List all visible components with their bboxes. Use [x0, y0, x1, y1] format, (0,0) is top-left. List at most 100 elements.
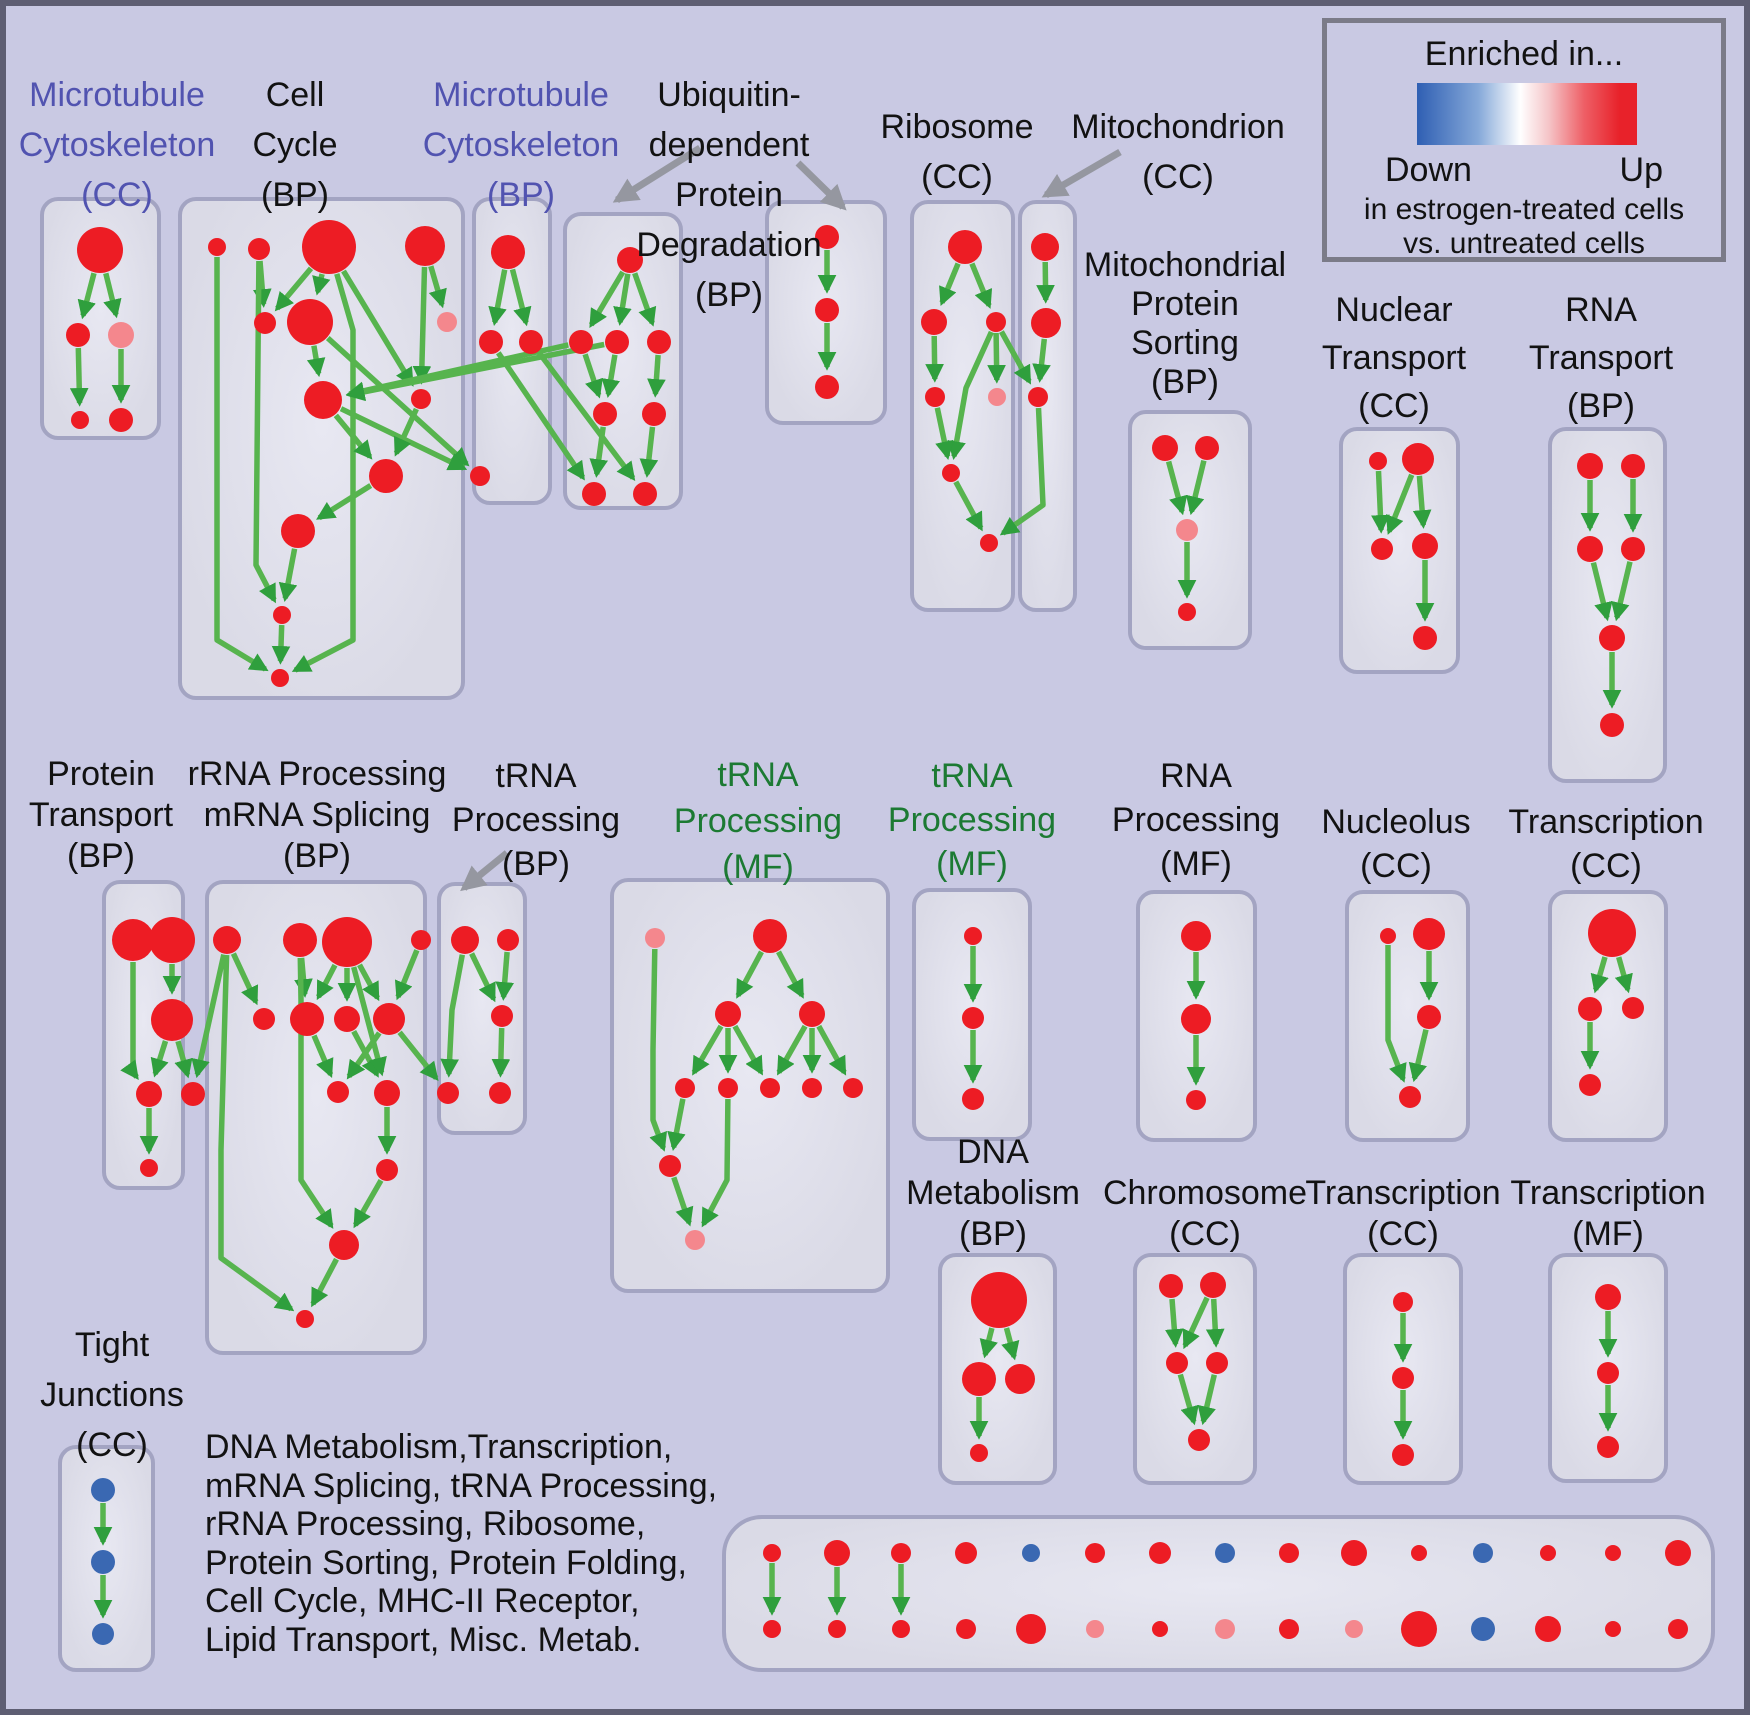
edge-arrow — [613, 273, 632, 326]
go-term-node — [1402, 443, 1434, 475]
edge-arrow — [776, 1024, 808, 1076]
go-term-node — [437, 312, 457, 332]
go-term-node — [605, 330, 629, 354]
go-term-node — [925, 387, 945, 407]
go-term-node — [1577, 536, 1603, 562]
go-term-node — [1579, 1074, 1601, 1096]
go-term-node — [1399, 1086, 1421, 1108]
go-term-node — [843, 1078, 863, 1098]
go-term-node — [1413, 626, 1437, 650]
edge-arrow — [274, 266, 314, 312]
go-term-node — [1200, 1272, 1226, 1298]
go-term-node — [369, 459, 403, 493]
go-term-node — [273, 606, 291, 624]
go-term-node — [1417, 1005, 1441, 1029]
edge-arrow — [291, 273, 356, 673]
go-term-node — [1578, 997, 1602, 1021]
go-term-node — [1392, 1367, 1414, 1389]
label-pointer-arrow — [612, 145, 702, 203]
go-term-node — [1393, 1292, 1413, 1312]
go-term-node — [1371, 538, 1393, 560]
edge-arrow — [311, 1034, 334, 1078]
cluster-box — [1339, 427, 1460, 674]
edge-arrow — [947, 330, 994, 460]
edge-arrow — [1205, 1298, 1225, 1348]
edge-arrow — [271, 624, 291, 665]
go-term-node — [942, 464, 960, 482]
go-term-node — [1380, 928, 1396, 944]
edge-arrow — [925, 335, 944, 383]
go-term-node — [569, 330, 593, 354]
go-term-node — [1022, 1544, 1040, 1562]
edge-arrow — [1611, 561, 1633, 622]
go-term-node — [1195, 436, 1219, 460]
go-term-node — [497, 929, 519, 951]
edge-arrow — [191, 954, 227, 1079]
edge-arrow — [488, 269, 508, 326]
go-term-node — [1028, 387, 1048, 407]
go-term-node — [964, 927, 982, 945]
edge-arrow — [103, 272, 122, 319]
edge-arrow — [776, 950, 805, 999]
go-term-node — [281, 514, 315, 548]
edge-arrow — [667, 1098, 686, 1151]
edge-arrow — [306, 345, 326, 378]
edge-arrow — [816, 1024, 847, 1076]
go-term-node — [1622, 997, 1644, 1019]
go-term-node — [1605, 1545, 1621, 1561]
edge-arrow — [691, 1024, 724, 1076]
edge-arrow — [312, 273, 331, 296]
go-term-node — [1535, 1616, 1561, 1642]
go-term-node — [970, 1444, 988, 1462]
go-term-node — [253, 1008, 275, 1030]
go-term-node — [109, 408, 133, 432]
go-term-node — [582, 482, 606, 506]
edge-arrow — [639, 426, 659, 478]
go-term-node — [715, 1001, 741, 1027]
go-term-node — [489, 1082, 511, 1104]
edge-arrow — [969, 262, 993, 309]
go-term-node — [271, 669, 289, 687]
edge-arrow — [701, 1098, 731, 1228]
go-term-node — [374, 1080, 400, 1106]
edge-arrow — [278, 548, 298, 602]
go-term-node — [1176, 519, 1198, 541]
go-term-node — [1588, 909, 1636, 957]
go-term-node — [136, 1081, 162, 1107]
go-term-node — [760, 1078, 780, 1098]
go-term-node — [824, 1540, 850, 1566]
go-term-node — [248, 238, 270, 260]
edge-arrow — [647, 354, 666, 398]
go-term-node — [892, 1620, 910, 1638]
go-term-node — [1668, 1619, 1688, 1639]
cluster-box — [722, 1515, 1715, 1672]
edge-arrow — [1185, 459, 1207, 516]
edge-arrow — [495, 951, 515, 1001]
go-term-node — [799, 1001, 825, 1027]
edge-arrow — [310, 1257, 339, 1308]
go-term-node — [322, 917, 372, 967]
legend-subtitle-2: vs. untreated cells — [1403, 227, 1645, 260]
go-term-node — [718, 1078, 738, 1098]
edge-arrow — [1385, 473, 1415, 535]
go-term-node — [71, 411, 89, 429]
go-term-node — [1188, 1429, 1210, 1451]
go-term-node — [376, 1159, 398, 1181]
go-term-node — [675, 1078, 695, 1098]
go-term-node — [91, 1478, 115, 1502]
go-term-node — [891, 1543, 911, 1563]
go-term-node — [1215, 1619, 1235, 1639]
go-term-node — [763, 1544, 781, 1562]
edge-arrow — [357, 963, 380, 1002]
edge-arrow — [953, 480, 984, 532]
edge-arrow — [150, 1040, 169, 1078]
go-term-node — [213, 926, 241, 954]
edge-arrow — [735, 950, 764, 999]
go-term-node — [451, 926, 479, 954]
edge-arrow — [440, 954, 466, 1078]
go-term-node — [1279, 1619, 1299, 1639]
edge-arrow — [1165, 460, 1188, 516]
go-term-node — [956, 1619, 976, 1639]
go-term-node — [327, 1081, 349, 1103]
edge-arrow — [1197, 1374, 1217, 1426]
